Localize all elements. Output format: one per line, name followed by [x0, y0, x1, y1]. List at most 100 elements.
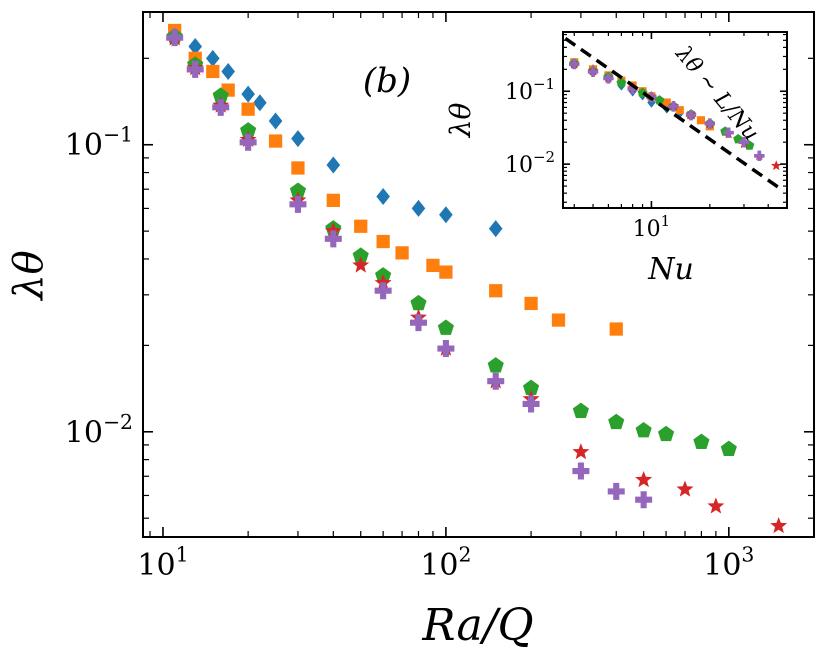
plus-point — [635, 491, 653, 509]
square-point — [206, 64, 220, 79]
main-ticks: 101 102 103 10−2 10−1 — [65, 12, 815, 584]
inset-reference-line — [564, 37, 785, 193]
pentagon-point — [487, 357, 504, 373]
inset-plus-point — [685, 109, 697, 121]
x-tick-label: 101 — [633, 212, 671, 242]
main-marks — [166, 23, 788, 534]
diamond-point — [221, 62, 235, 80]
inset-square-point — [662, 98, 671, 107]
diamond-point — [488, 220, 503, 238]
pentagon-point — [657, 425, 675, 442]
diamond-point — [205, 49, 220, 67]
square-point — [326, 193, 340, 207]
plus-point — [186, 60, 204, 78]
square-point — [439, 265, 453, 279]
diamond-point — [241, 85, 255, 103]
x-tick-label: 102 — [420, 543, 471, 584]
inset-plus-point — [754, 150, 765, 162]
x-tick-label: 101 — [137, 543, 188, 584]
inset-marks — [564, 37, 785, 193]
series-series-1 — [167, 27, 503, 238]
y-tick-label: 10−2 — [65, 410, 133, 451]
star-point — [374, 274, 392, 291]
pentagon-point — [522, 379, 540, 395]
square-point — [524, 296, 538, 311]
pentagon-point — [720, 440, 737, 457]
inset-plus-point — [704, 118, 716, 129]
star-point — [352, 256, 370, 273]
main-plot-frame — [142, 11, 815, 538]
square-point — [376, 234, 390, 249]
pentagon-point — [693, 433, 710, 450]
diamond-point — [188, 37, 203, 55]
y-tick-label: 10−2 — [505, 148, 555, 178]
plus-point — [166, 29, 184, 47]
plus-point — [374, 282, 392, 300]
diamond-point — [268, 112, 283, 130]
inset-ticks: 101 10−2 10−1 — [505, 32, 788, 242]
inset-plus-point — [569, 58, 580, 70]
square-point — [354, 219, 368, 233]
star-point — [324, 222, 342, 239]
plus-point — [239, 133, 257, 151]
panel-label: (b) — [363, 61, 411, 101]
inset-plus-point — [603, 73, 614, 84]
y-axis-label: λθ — [6, 250, 52, 301]
pentagon-point — [608, 413, 625, 430]
y-tick-label: 10−1 — [505, 75, 555, 105]
inset-plus-point — [723, 127, 734, 138]
plus-point — [409, 314, 427, 332]
star-point — [572, 443, 590, 460]
series-series-2 — [168, 23, 623, 336]
plus-point — [289, 195, 307, 213]
pentagon-point — [635, 422, 652, 438]
square-point — [291, 161, 305, 175]
square-point — [268, 134, 283, 148]
pentagon-point — [212, 87, 229, 103]
pentagon-point — [289, 182, 307, 198]
pentagon-point — [240, 122, 257, 138]
square-point — [489, 284, 503, 298]
inset-plus-point — [587, 66, 599, 77]
diamond-point — [439, 206, 453, 224]
square-point — [551, 313, 566, 327]
x-axis-label: Ra/Q — [421, 600, 533, 651]
inset-y-axis-label: λθ — [444, 103, 477, 139]
star-point — [770, 516, 788, 534]
plus-point — [522, 395, 540, 413]
inset-plus-point — [668, 101, 679, 112]
inset-pentagon-point — [654, 95, 665, 105]
pentagon-point — [572, 402, 589, 419]
plus-point — [212, 98, 230, 116]
diamond-point — [411, 199, 426, 217]
diamond-point — [253, 94, 267, 112]
square-point — [609, 322, 623, 336]
y-tick-label: 10−1 — [65, 123, 133, 164]
series-series-5 — [166, 29, 653, 509]
plus-point — [437, 340, 455, 358]
pentagon-point — [410, 294, 427, 311]
star-point — [635, 470, 653, 488]
star-point — [676, 480, 694, 497]
x-tick-label: 103 — [703, 543, 754, 584]
main-plot: 101 102 103 10−2 10−1 (b) Ra/Q λθ — [6, 11, 815, 651]
inset-pentagon-point — [616, 77, 627, 88]
star-point — [707, 497, 725, 514]
plus-point — [607, 482, 625, 500]
plus-point — [324, 230, 342, 248]
plus-point — [572, 462, 590, 480]
inset-square-point — [675, 106, 684, 115]
pentagon-point — [437, 319, 454, 335]
inset-star-point — [771, 160, 782, 171]
plus-point — [487, 372, 505, 390]
square-point — [241, 102, 255, 116]
square-point — [426, 258, 440, 272]
inset-plus-point — [627, 83, 638, 95]
pentagon-point — [352, 247, 369, 263]
inset-x-axis-label: Nu — [647, 252, 694, 287]
square-point — [395, 246, 409, 260]
diamond-point — [376, 188, 390, 206]
diamond-point — [326, 156, 341, 174]
